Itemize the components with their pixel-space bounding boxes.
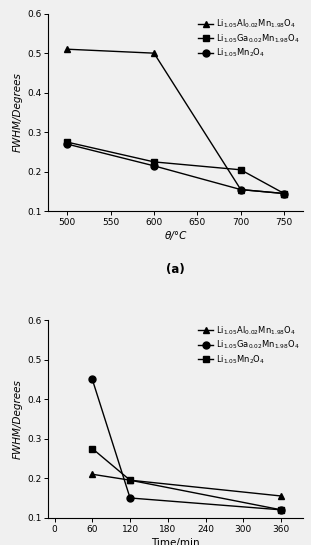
Y-axis label: FWHM/Degrees: FWHM/Degrees xyxy=(13,72,23,153)
Li$_{1.05}$Mn$_2$O$_4$ xyxy=(91,445,94,452)
Li$_{1.05}$Al$_{0.02}$Mn$_{1.98}$O$_4$ xyxy=(91,471,94,477)
Li$_{1.05}$Al$_{0.02}$Mn$_{1.98}$O$_4$ xyxy=(128,477,132,483)
Li$_{1.05}$Al$_{0.02}$Mn$_{1.98}$O$_4$ xyxy=(279,493,283,499)
Li$_{1.05}$Ga$_{0.02}$Mn$_{1.98}$O$_4$ xyxy=(152,159,156,165)
Li$_{1.05}$Al$_{0.02}$Mn$_{1.98}$O$_4$ xyxy=(65,46,69,52)
Li$_{1.05}$Al$_{0.02}$Mn$_{1.98}$O$_4$ xyxy=(239,186,243,193)
Li$_{1.05}$Ga$_{0.02}$Mn$_{1.98}$O$_4$ xyxy=(128,495,132,501)
Line: Li$_{1.05}$Ga$_{0.02}$Mn$_{1.98}$O$_4$: Li$_{1.05}$Ga$_{0.02}$Mn$_{1.98}$O$_4$ xyxy=(64,138,288,197)
Line: Li$_{1.05}$Al$_{0.02}$Mn$_{1.98}$O$_4$: Li$_{1.05}$Al$_{0.02}$Mn$_{1.98}$O$_4$ xyxy=(89,471,285,499)
Line: Li$_{1.05}$Al$_{0.02}$Mn$_{1.98}$O$_4$: Li$_{1.05}$Al$_{0.02}$Mn$_{1.98}$O$_4$ xyxy=(64,46,288,197)
X-axis label: Time/min: Time/min xyxy=(151,538,200,545)
Li$_{1.05}$Mn$_2$O$_4$ xyxy=(152,162,156,169)
Li$_{1.05}$Al$_{0.02}$Mn$_{1.98}$O$_4$ xyxy=(152,50,156,57)
X-axis label: θ/°C: θ/°C xyxy=(165,232,187,241)
Li$_{1.05}$Ga$_{0.02}$Mn$_{1.98}$O$_4$ xyxy=(279,506,283,513)
Li$_{1.05}$Ga$_{0.02}$Mn$_{1.98}$O$_4$ xyxy=(239,167,243,173)
Li$_{1.05}$Ga$_{0.02}$Mn$_{1.98}$O$_4$ xyxy=(282,190,286,197)
Li$_{1.05}$Mn$_2$O$_4$ xyxy=(239,186,243,193)
Line: Li$_{1.05}$Ga$_{0.02}$Mn$_{1.98}$O$_4$: Li$_{1.05}$Ga$_{0.02}$Mn$_{1.98}$O$_4$ xyxy=(89,376,285,513)
Text: (a): (a) xyxy=(166,263,185,276)
Line: Li$_{1.05}$Mn$_2$O$_4$: Li$_{1.05}$Mn$_2$O$_4$ xyxy=(89,445,285,513)
Li$_{1.05}$Al$_{0.02}$Mn$_{1.98}$O$_4$ xyxy=(282,190,286,197)
Legend: Li$_{1.05}$Al$_{0.02}$Mn$_{1.98}$O$_4$, Li$_{1.05}$Ga$_{0.02}$Mn$_{1.98}$O$_4$, : Li$_{1.05}$Al$_{0.02}$Mn$_{1.98}$O$_4$, … xyxy=(197,16,301,61)
Li$_{1.05}$Mn$_2$O$_4$ xyxy=(282,190,286,197)
Li$_{1.05}$Mn$_2$O$_4$ xyxy=(279,506,283,513)
Li$_{1.05}$Mn$_2$O$_4$ xyxy=(65,141,69,147)
Li$_{1.05}$Mn$_2$O$_4$ xyxy=(128,477,132,483)
Line: Li$_{1.05}$Mn$_2$O$_4$: Li$_{1.05}$Mn$_2$O$_4$ xyxy=(64,141,288,197)
Li$_{1.05}$Ga$_{0.02}$Mn$_{1.98}$O$_4$ xyxy=(65,139,69,146)
Li$_{1.05}$Ga$_{0.02}$Mn$_{1.98}$O$_4$ xyxy=(91,376,94,383)
Y-axis label: FWHM/Degrees: FWHM/Degrees xyxy=(13,379,23,459)
Legend: Li$_{1.05}$Al$_{0.02}$Mn$_{1.98}$O$_4$, Li$_{1.05}$Ga$_{0.02}$Mn$_{1.98}$O$_4$, : Li$_{1.05}$Al$_{0.02}$Mn$_{1.98}$O$_4$, … xyxy=(197,323,301,367)
